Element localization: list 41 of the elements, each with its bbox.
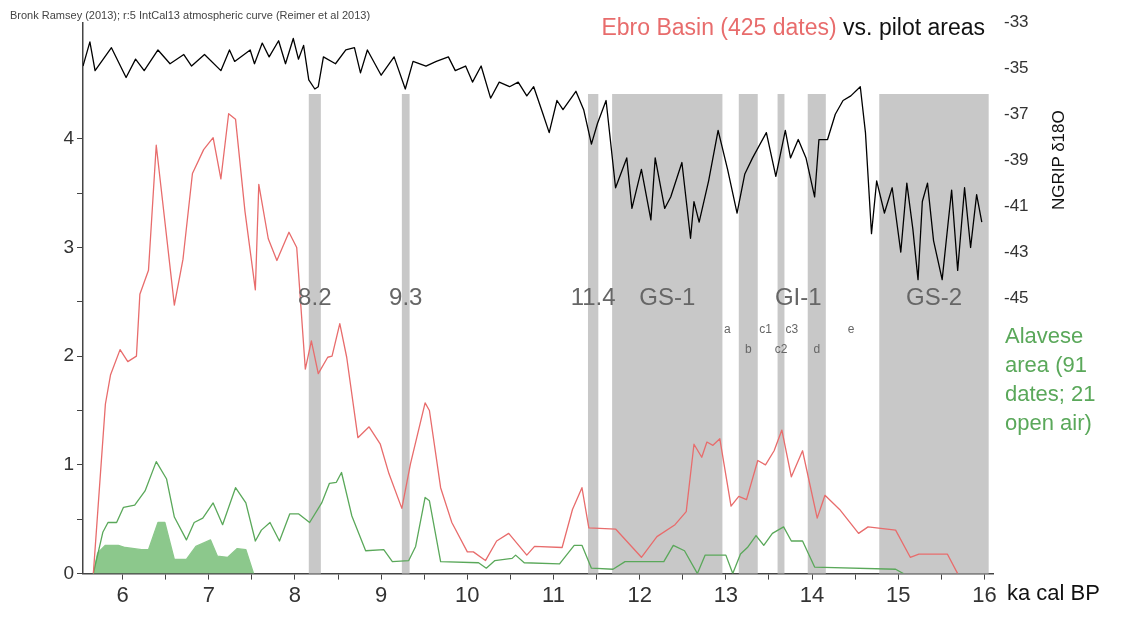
y-tick-label: 0: [63, 561, 74, 583]
x-tick-label: 16: [972, 581, 997, 607]
x-tick-label: 15: [885, 581, 911, 607]
y2-tick-label: -33: [1004, 12, 1029, 32]
annotation: c3: [785, 322, 799, 337]
x-axis-title: ka cal BP: [1007, 579, 1100, 605]
y-tick-label: 4: [63, 126, 75, 148]
annotation: a: [723, 322, 731, 337]
text: Alavese area (91 dates; 21 open air): [1005, 322, 1096, 435]
x-tick-label: 6: [116, 581, 129, 607]
y2-tick-label: -39: [1004, 149, 1029, 169]
y2-tick-label: -41: [1004, 195, 1029, 215]
x-tick-label: 9: [375, 581, 388, 607]
x-tick-label: 12: [627, 581, 652, 607]
y2-axis-title: NGRIP δ18O: [1048, 110, 1068, 211]
x-tick-label: 11: [542, 581, 565, 607]
y2-tick-label: -45: [1004, 287, 1029, 307]
x-tick-label: 10: [455, 581, 480, 607]
text: Bronk Ramsey (2013); r:5 IntCal13 atmospheric curve (Reimer et al 2013): [10, 9, 371, 22]
band-label: 11.4: [570, 282, 616, 310]
x-tick-label: 8: [288, 581, 302, 607]
band-label: c2: [774, 342, 788, 357]
band-label: d: [813, 342, 821, 357]
band-label: GS-1: [639, 282, 696, 310]
chart-title: vs. pilot areas: [836, 13, 986, 40]
annotation: e: [847, 322, 855, 337]
annotation: GI-1: [774, 282, 822, 310]
band-label: GS-2: [905, 282, 962, 310]
y-tick-label: 1: [63, 453, 74, 475]
band-label: 9.3: [389, 282, 423, 310]
x-tick-label: 14: [799, 581, 825, 607]
y2-tick-label: -37: [1004, 103, 1029, 123]
band-label: b: [744, 342, 752, 357]
y-tick-label: 2: [63, 344, 74, 366]
text: Ebro Basin (425 dates): [601, 13, 837, 40]
y2-tick-label: -35: [1004, 58, 1029, 78]
annotation: c1: [759, 322, 773, 337]
x-tick-label: 7: [202, 581, 215, 607]
y2-tick-label: -43: [1004, 241, 1029, 261]
x-tick-label: 13: [713, 581, 739, 607]
y-tick-label: 3: [63, 235, 74, 257]
